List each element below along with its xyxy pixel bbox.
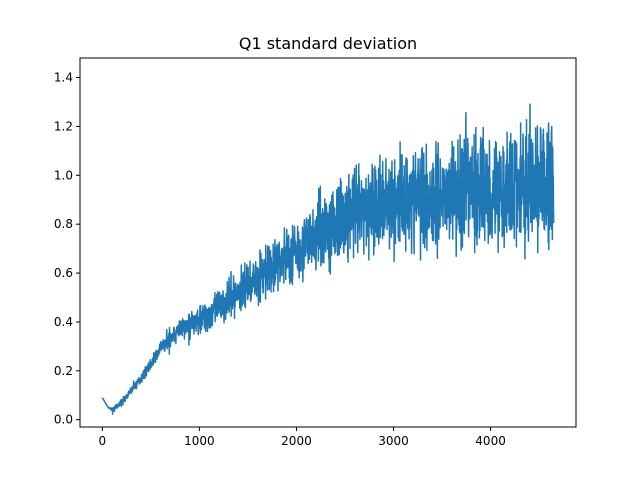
y-tick-label: 1.4 [54,71,73,85]
chart-title: Q1 standard deviation [239,34,417,53]
x-tick-label: 3000 [378,434,409,448]
y-axis: 0.0 0.2 0.4 0.6 0.8 1.0 1.2 1.4 [54,71,80,427]
plot-area [101,103,555,415]
plot-frame [79,57,577,428]
x-tick-label: 0 [99,434,107,448]
y-tick-label: 0.4 [54,315,73,329]
y-tick-label: 0.2 [54,364,73,378]
x-tick-label: 1000 [184,434,215,448]
y-tick-label: 1.2 [54,119,73,133]
y-tick-label: 0.8 [54,217,73,231]
series-line [101,103,555,415]
y-tick-label: 0.0 [54,413,73,427]
x-tick-label: 2000 [281,434,312,448]
y-tick-label: 1.0 [54,168,73,182]
x-tick-label: 4000 [475,434,506,448]
y-tick-label: 0.6 [54,266,73,280]
x-axis: 0 1000 2000 3000 4000 [99,427,506,448]
